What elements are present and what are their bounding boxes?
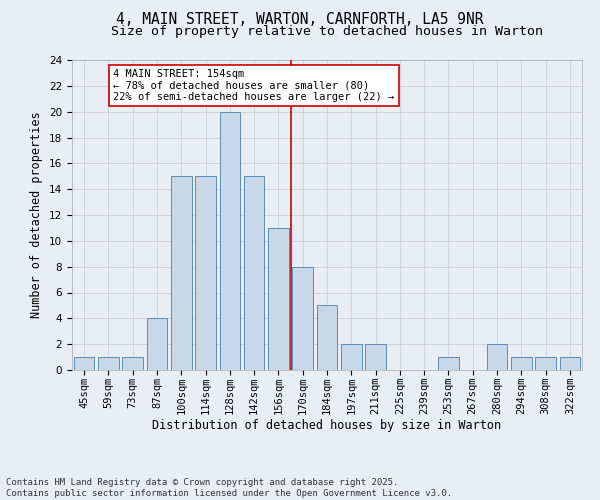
Text: Contains HM Land Registry data © Crown copyright and database right 2025.
Contai: Contains HM Land Registry data © Crown c… bbox=[6, 478, 452, 498]
Bar bbox=[438, 357, 459, 370]
Bar bbox=[341, 344, 362, 370]
X-axis label: Distribution of detached houses by size in Warton: Distribution of detached houses by size … bbox=[152, 420, 502, 432]
Bar bbox=[317, 306, 337, 370]
Bar bbox=[365, 344, 386, 370]
Title: Size of property relative to detached houses in Warton: Size of property relative to detached ho… bbox=[111, 25, 543, 38]
Bar bbox=[74, 357, 94, 370]
Bar bbox=[220, 112, 240, 370]
Y-axis label: Number of detached properties: Number of detached properties bbox=[31, 112, 43, 318]
Text: 4, MAIN STREET, WARTON, CARNFORTH, LA5 9NR: 4, MAIN STREET, WARTON, CARNFORTH, LA5 9… bbox=[116, 12, 484, 28]
Bar bbox=[171, 176, 191, 370]
Bar bbox=[146, 318, 167, 370]
Bar bbox=[268, 228, 289, 370]
Bar bbox=[122, 357, 143, 370]
Bar bbox=[244, 176, 265, 370]
Bar bbox=[98, 357, 119, 370]
Bar bbox=[511, 357, 532, 370]
Bar bbox=[560, 357, 580, 370]
Bar bbox=[487, 344, 508, 370]
Bar bbox=[195, 176, 216, 370]
Bar bbox=[292, 266, 313, 370]
Text: 4 MAIN STREET: 154sqm
← 78% of detached houses are smaller (80)
22% of semi-deta: 4 MAIN STREET: 154sqm ← 78% of detached … bbox=[113, 69, 395, 102]
Bar bbox=[535, 357, 556, 370]
